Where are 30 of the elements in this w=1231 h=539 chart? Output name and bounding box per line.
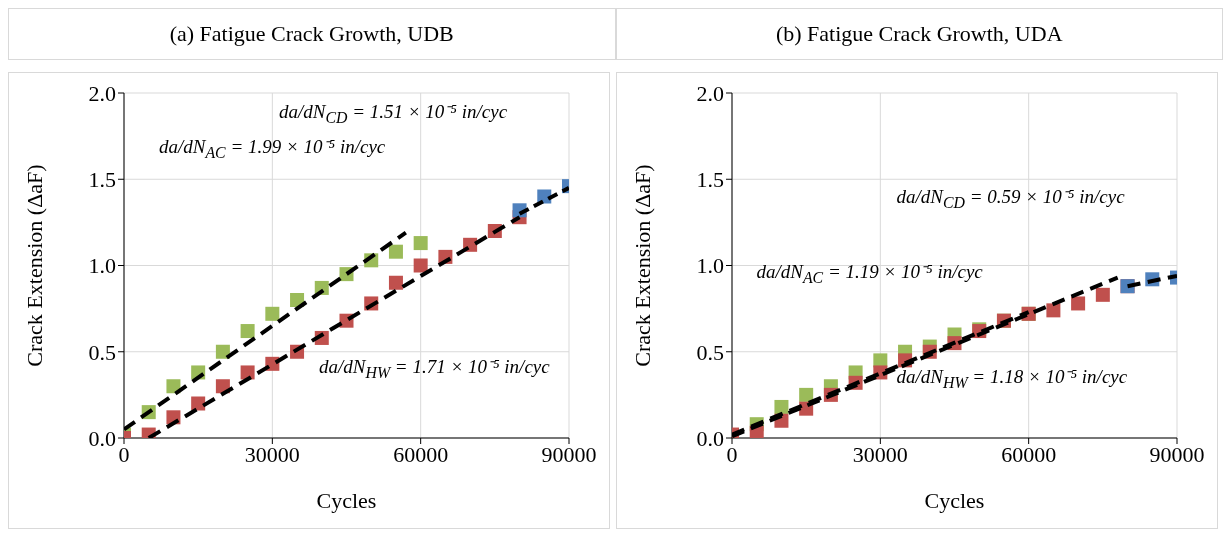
x-tick-label: 60000 <box>1000 441 1056 467</box>
x-axis-title: Cycles <box>924 488 984 513</box>
x-tick-label: 30000 <box>852 441 908 467</box>
y-tick-label: 1.0 <box>88 253 116 279</box>
y-tick-label: 0.5 <box>696 339 724 365</box>
x-tick-label: 30000 <box>244 441 300 467</box>
x-tick-label: 0 <box>118 441 130 467</box>
x-tick-label: 0 <box>726 441 737 467</box>
x-axis-title: Cycles <box>316 488 377 513</box>
chart-title: (b) Fatigue Crack Growth, UDA <box>615 8 1223 60</box>
x-tick-label: 90000 <box>1149 441 1204 467</box>
y-tick-label: 0.5 <box>88 339 116 365</box>
x-tick-label: 90000 <box>541 441 597 467</box>
annotation: da/dN$_{CD}$ = 0.59 × 10⁻⁵ in/cyc <box>896 185 1125 212</box>
y-tick-label: 1.5 <box>696 167 724 193</box>
y-tick-label: 1.0 <box>696 253 724 279</box>
y-axis-title: Crack Extension (ΔaF) <box>629 164 655 367</box>
y-tick-label: 2.0 <box>88 80 116 106</box>
annotation: da/dN$_{CD}$ = 1.51 × 10⁻⁵ in/cyc <box>279 100 508 127</box>
annotation: da/dN$_{AC}$ = 1.19 × 10⁻⁵ in/cyc <box>756 260 983 287</box>
y-tick-label: 1.5 <box>88 167 116 193</box>
chart-title: (a) Fatigue Crack Growth, UDB <box>8 8 616 60</box>
y-tick-label: 2.0 <box>696 80 724 106</box>
annotation: da/dN$_{HW}$ = 1.18 × 10⁻⁵ in/cyc <box>896 365 1128 392</box>
y-axis-title: Crack Extension (ΔaF) <box>21 164 47 367</box>
annotation: da/dN$_{HW}$ = 1.71 × 10⁻⁵ in/cyc <box>319 355 550 382</box>
x-tick-label: 60000 <box>393 441 449 467</box>
y-tick-label: 0.0 <box>88 425 116 451</box>
y-tick-label: 0.0 <box>696 425 724 451</box>
annotation: da/dN$_{AC}$ = 1.99 × 10⁻⁵ in/cyc <box>159 135 386 162</box>
